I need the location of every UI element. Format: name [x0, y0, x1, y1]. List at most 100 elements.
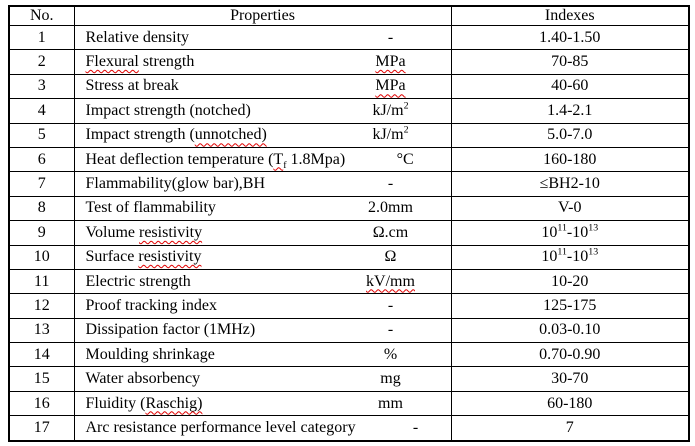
row-number-cell: 12: [8, 293, 75, 319]
property-cell-layout: Electric strength kV/mm: [75, 273, 451, 291]
property-name: Flammability(glow bar),BH: [75, 175, 331, 193]
index-value-cell: 1011-1013: [450, 244, 690, 270]
text-run: Impact strength (: [85, 126, 195, 144]
text-run: -10: [566, 248, 589, 266]
table-row: 4 Impact strength (notched) kJ/m2 1.4-2.1: [8, 98, 690, 124]
text-run: Flammability(glow bar),BH: [85, 175, 266, 193]
property-cell: Proof tracking index -: [73, 293, 452, 319]
property-name: Arc resistance performance level categor…: [75, 419, 356, 437]
row-number-cell: 8: [8, 195, 75, 222]
row-number-cell: 7: [8, 171, 75, 197]
text-run: 160-180: [543, 150, 597, 168]
property-cell: Surface resistivity Ω: [73, 244, 452, 270]
property-cell: Dissipation factor (1MHz) -: [73, 317, 452, 344]
text-run: 0.70-0.90: [539, 345, 601, 363]
property-name: Moulding shrinkage: [75, 346, 331, 364]
property-cell-layout: Fluidity (Raschig) mm: [75, 394, 450, 413]
property-unit: %: [331, 346, 451, 364]
index-value-cell: ≤BH2-10: [450, 171, 690, 197]
index-value-cell: 70-85: [450, 49, 690, 75]
property-cell-layout: Volume resistivity Ω.cm: [75, 224, 451, 242]
text-run: Moulding shrinkage: [85, 345, 215, 363]
row-number-cell: 11: [8, 268, 75, 295]
property-cell: Electric strength kV/mm: [73, 268, 452, 295]
text-run: 2.0mm: [368, 199, 413, 217]
property-cell: Impact strength (unnotched) kJ/m2: [73, 122, 452, 148]
property-cell-layout: Relative density -: [75, 28, 450, 47]
property-name: Surface resistivity: [75, 248, 331, 266]
text-run: 30-70: [551, 370, 589, 388]
property-unit: kV/mm: [331, 273, 451, 291]
text-run: -: [412, 419, 419, 437]
index-value-cell: 1011-1013: [450, 220, 690, 246]
index-value-cell: 0.70-0.90: [450, 342, 690, 368]
property-cell: Water absorbency mg: [73, 366, 452, 392]
index-value-cell: 7: [450, 415, 690, 442]
text-run: strength: [138, 53, 195, 71]
property-cell: Impact strength (notched) kJ/m2: [73, 98, 452, 124]
text-run: 1.8Mpa): [286, 150, 346, 168]
text-run: Test of flammability: [85, 199, 216, 217]
header-no: No.: [8, 5, 75, 26]
property-name: Flexural strength: [75, 53, 331, 71]
text-run: 1.4-2.1: [547, 101, 593, 119]
text-run: 5.0-7.0: [547, 126, 593, 144]
text-run: 1.40-1.50: [539, 28, 601, 46]
property-name: Relative density: [75, 29, 331, 47]
property-name: Proof tracking index: [75, 297, 331, 315]
row-number-cell: 14: [8, 342, 75, 368]
property-cell-layout: Heat deflection temperature (Tf 1.8Mpa) °…: [75, 150, 450, 171]
index-value-cell: 1.40-1.50: [450, 24, 690, 51]
text-run: 10: [541, 248, 558, 266]
property-cell: Arc resistance performance level categor…: [73, 415, 452, 442]
property-name: Fluidity (Raschig): [75, 395, 331, 413]
property-cell-layout: Dissipation factor (1MHz) -: [75, 321, 450, 339]
text-run: Ω.cm: [372, 223, 409, 241]
text-run: unnotched): [194, 126, 267, 144]
property-cell-layout: Moulding shrinkage%: [75, 346, 451, 364]
property-cell: Moulding shrinkage%: [73, 342, 452, 368]
property-unit: 2.0mm: [331, 199, 451, 217]
property-unit: -: [356, 419, 450, 437]
row-number-cell: 9: [8, 220, 75, 246]
text-run: Flexural: [85, 53, 139, 71]
property-unit: Ω: [331, 248, 451, 266]
text-run: Arc resistance performance level categor…: [85, 419, 356, 437]
text-run: mm: [378, 394, 403, 412]
property-cell: Test of flammability 2.0mm: [73, 195, 452, 222]
text-run: %: [383, 345, 398, 363]
table-row: 6 Heat deflection temperature (Tf 1.8Mpa)…: [8, 146, 690, 173]
property-cell: Flammability(glow bar),BH -: [73, 171, 452, 197]
property-name: Dissipation factor (1MHz): [75, 321, 331, 339]
text-run: Impact strength (notched): [85, 101, 251, 119]
text-run: -: [387, 28, 394, 46]
text-run: Raschig): [145, 394, 203, 412]
property-unit: Ω.cm: [331, 224, 451, 242]
text-run: 10: [541, 223, 558, 241]
property-unit: mg: [331, 370, 451, 388]
index-value-cell: 60-180: [450, 390, 690, 417]
text-run: Stress at break: [85, 77, 179, 95]
property-cell: Fluidity (Raschig) mm: [73, 390, 452, 417]
table-row: 14 Moulding shrinkage% 0.70-0.90: [8, 342, 690, 368]
text-run: -10: [566, 223, 589, 241]
text-run: 125-175: [543, 296, 597, 314]
text-run: -: [387, 296, 394, 314]
text-run: 13: [588, 246, 599, 258]
text-run: MPa: [375, 53, 406, 71]
index-value-cell: V-0: [450, 195, 690, 222]
table-row: 5 Impact strength (unnotched) kJ/m2 5.0-7.0: [8, 122, 690, 148]
text-run: 7: [565, 419, 574, 437]
text-run: -: [387, 175, 394, 193]
index-value-cell: 1.4-2.1: [450, 98, 690, 124]
header-row: No. Properties Indexes: [8, 5, 690, 26]
text-run: f: [283, 159, 287, 171]
property-cell: Volume resistivity Ω.cm: [73, 220, 452, 246]
header-indexes: Indexes: [450, 5, 690, 26]
text-run: T: [273, 150, 284, 168]
property-name: Impact strength (unnotched): [75, 126, 331, 144]
text-run: 11: [557, 222, 567, 234]
property-cell: Stress at break MPa: [73, 73, 452, 100]
property-unit: MPa: [331, 53, 451, 71]
